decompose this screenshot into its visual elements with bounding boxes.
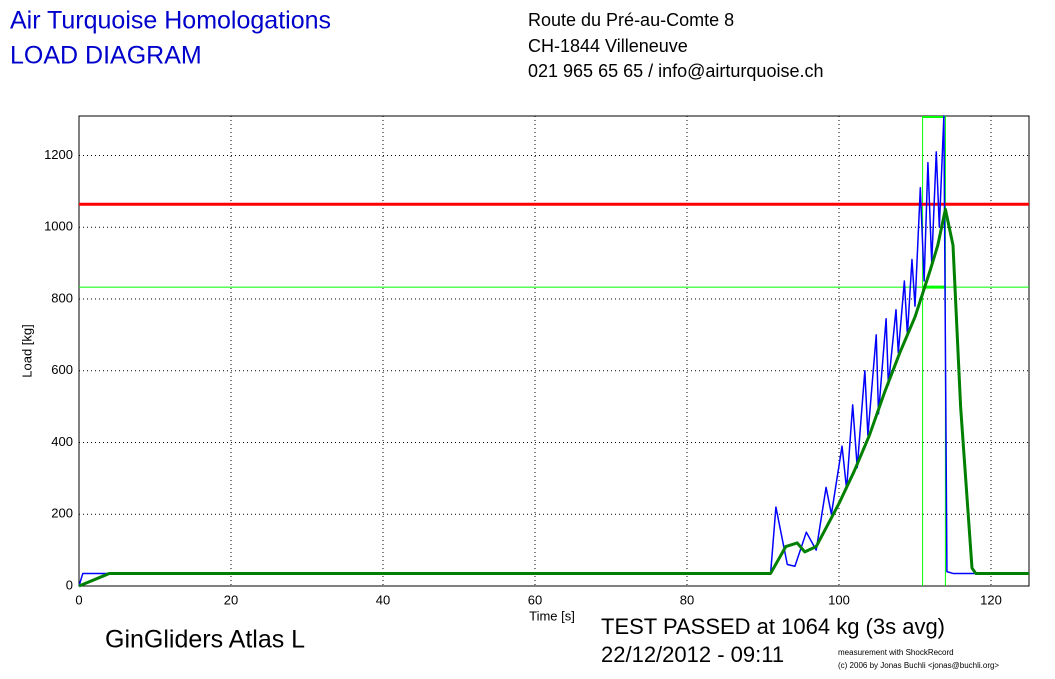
address-line: 021 965 65 65 / info@airturquoise.ch	[528, 61, 823, 81]
test-result: TEST PASSED at 1064 kg (3s avg)	[601, 614, 945, 639]
y-tick-label: 600	[51, 362, 73, 377]
data-line	[78, 207, 1029, 588]
x-tick-label: 80	[680, 592, 694, 607]
header-title: Air Turquoise Homologations	[10, 7, 331, 35]
y-tick-label: 800	[51, 290, 73, 305]
address-line: CH-1844 Villeneuve	[528, 36, 688, 56]
test-date: 22/12/2012 - 09:11	[601, 642, 784, 667]
y-tick-label: 1000	[44, 219, 73, 234]
y-tick-label: 400	[51, 434, 73, 449]
data-line	[78, 115, 1029, 587]
plot-frame	[78, 115, 1030, 587]
x-axis-label: Time [s]	[529, 608, 575, 623]
x-tick-label: 100	[828, 592, 850, 607]
address-line: Route du Pré-au-Comte 8	[528, 10, 734, 30]
x-tick-label: 20	[224, 592, 238, 607]
y-tick-label: 1200	[44, 147, 73, 162]
y-tick-label: 200	[51, 506, 73, 521]
x-tick-label: 40	[376, 592, 390, 607]
y-tick-label: 0	[66, 577, 73, 592]
y-axis-label: Load [kg]	[19, 324, 34, 378]
x-tick-label: 0	[75, 592, 82, 607]
x-tick-label: 60	[528, 592, 542, 607]
glider-name: GinGliders Atlas L	[105, 626, 305, 654]
credit: measurement with ShockRecord	[838, 648, 954, 657]
credit: (c) 2006 by Jonas Buchli <jonas@buchli.o…	[838, 661, 999, 670]
header-subtitle: LOAD DIAGRAM	[10, 42, 202, 70]
x-tick-label: 120	[980, 592, 1002, 607]
